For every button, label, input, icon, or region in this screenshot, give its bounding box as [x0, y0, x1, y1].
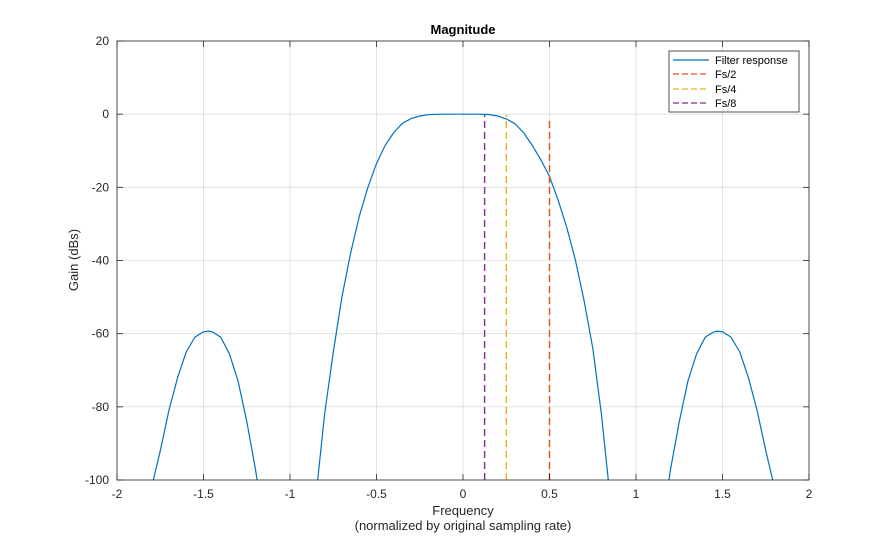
- x-tick-label-3: -0.5: [366, 487, 387, 501]
- legend-label-fs2: Fs/2: [715, 69, 736, 81]
- x-axis-label: Frequency: [432, 503, 494, 518]
- y-tick-label-1: 0: [102, 107, 109, 121]
- legend: Filter response Fs/2 Fs/4 Fs/8: [668, 50, 800, 113]
- x-tick-label-2: -1: [285, 487, 296, 501]
- tick-labels: -2 -1.5 -1 -0.5 0 0.5 1 1.5 2 20 0 -20 -40 -60 -80 -100: [85, 34, 813, 501]
- y-tick-label-3: -40: [92, 254, 110, 268]
- y-tick-label-5: -80: [92, 400, 110, 414]
- series-layer: [152, 113, 774, 481]
- legend-label-fs8: Fs/8: [715, 98, 736, 110]
- y-axis-label: Gain (dBs): [66, 229, 81, 291]
- x-tick-label-8: 2: [806, 487, 813, 501]
- chart-title: Magnitude: [431, 22, 496, 37]
- legend-label-fs4: Fs/4: [715, 84, 736, 96]
- y-tick-label-4: -60: [92, 327, 110, 341]
- x-tick-label-1: -1.5: [193, 487, 214, 501]
- x-tick-label-6: 1: [633, 487, 640, 501]
- x-tick-label-4: 0: [460, 487, 467, 501]
- series-filter-response-segment-0: [152, 330, 258, 481]
- legend-box: [668, 50, 800, 113]
- y-tick-label-6: -100: [85, 473, 109, 487]
- y-tick-label-0: 20: [96, 34, 110, 48]
- series-filter-response-segment-2: [668, 330, 774, 481]
- y-tick-label-2: -20: [92, 180, 110, 194]
- x-axis-label-line2: (normalized by original sampling rate): [355, 518, 572, 533]
- series-filter-response-segment-1: [317, 113, 609, 481]
- axis-ticks: [116, 40, 810, 481]
- x-tick-label-7: 1.5: [714, 487, 731, 501]
- legend-label-filter-response: Filter response: [715, 55, 788, 67]
- x-tick-label-5: 0.5: [541, 487, 558, 501]
- x-tick-label-0: -2: [112, 487, 123, 501]
